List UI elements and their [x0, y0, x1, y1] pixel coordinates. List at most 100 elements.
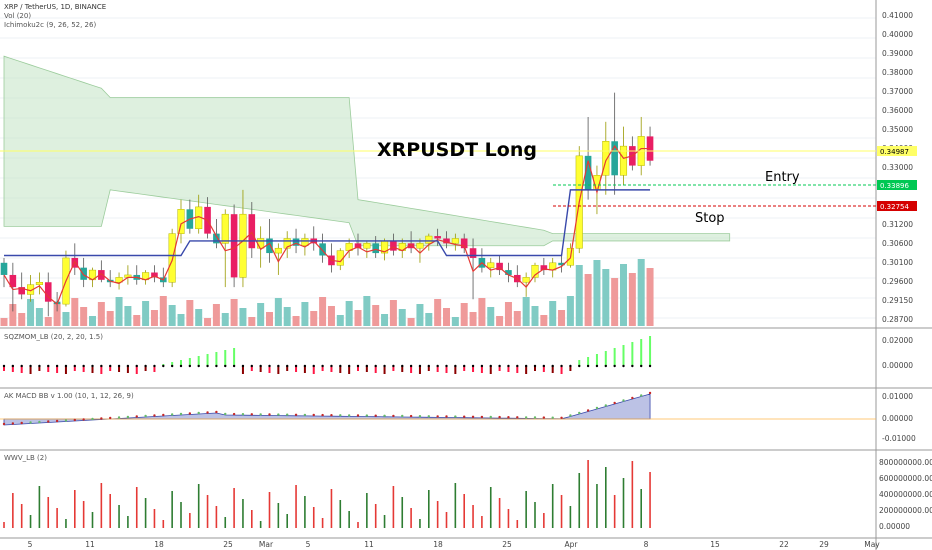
sqz-dot	[560, 364, 563, 368]
candle	[248, 214, 256, 249]
wwv-bar	[357, 522, 359, 528]
time-tick-label: 18	[154, 540, 164, 549]
sqz-bar	[383, 366, 386, 374]
sqz-dot	[215, 364, 218, 368]
macd-dot	[330, 414, 333, 417]
sqz-bar	[215, 352, 218, 366]
volume-bar	[204, 318, 212, 326]
macd-dot	[409, 414, 413, 418]
wwv-bar	[569, 506, 572, 528]
macd-dot	[64, 419, 68, 422]
sqz-bar	[534, 366, 536, 371]
sqz-bar	[286, 366, 289, 371]
sqz-dot	[73, 364, 77, 368]
sqz-bar	[401, 366, 404, 372]
candle	[363, 243, 371, 249]
sqz-bar	[374, 366, 377, 373]
sqz-bar	[277, 366, 280, 374]
time-axis[interactable]: 5 11 18 25 Mar 5 11 18 25 Apr 8 15 22 29 May	[28, 540, 881, 549]
sqz-dot	[277, 364, 280, 368]
macd-dot	[286, 413, 289, 416]
candle	[611, 141, 618, 176]
wwv-bar	[472, 505, 474, 528]
sqz-dot	[436, 364, 439, 368]
wwv-bar	[534, 502, 536, 528]
sqz-dot	[409, 364, 413, 368]
sqz-bar	[445, 366, 448, 373]
wwv-bar	[162, 520, 165, 528]
volume-bar	[354, 310, 362, 326]
macd-dot	[569, 414, 572, 417]
candle	[213, 233, 220, 244]
macd-dot	[454, 415, 457, 418]
sqz-bar	[542, 366, 545, 372]
time-tick-label: 5	[28, 540, 33, 549]
macd-dot	[11, 422, 15, 425]
sqz-dot	[303, 364, 307, 368]
volume-bar	[301, 302, 309, 326]
macd-dot	[418, 415, 422, 418]
volume-bar	[363, 296, 371, 326]
volume-bar	[504, 302, 512, 326]
entry-annotation: Entry	[765, 170, 800, 185]
volume-bar	[35, 308, 43, 326]
volume-bar	[336, 315, 344, 326]
volume-bar	[115, 297, 123, 326]
candle	[487, 262, 495, 268]
candle	[221, 213, 229, 244]
tenkan-line	[3, 145, 651, 306]
volume-bar	[637, 259, 645, 326]
wwv-bar	[153, 509, 156, 528]
volume-bar	[549, 301, 557, 326]
volume-bar	[620, 264, 627, 326]
sqz-dot	[622, 364, 625, 368]
price-axis[interactable]: 0.41000 0.40000 0.39000 0.38000 0.37000 0.360…	[882, 11, 913, 324]
wwv-bar	[516, 520, 519, 528]
wwv-bar	[100, 483, 103, 528]
wwv-bar	[135, 487, 138, 528]
candle	[416, 243, 424, 249]
sqz-dot	[268, 364, 271, 368]
time-tick-label: 11	[85, 540, 95, 549]
macd-dot	[144, 414, 147, 418]
sqz-dot	[383, 364, 386, 368]
sqz-bar	[206, 354, 209, 366]
macd-dot	[294, 413, 298, 416]
sqz-bar	[463, 366, 466, 371]
wwv-tick-label: 400000000.00000	[879, 490, 932, 499]
sqz-dot	[312, 364, 315, 368]
entry-price-tag: 0.33896	[877, 180, 917, 190]
price-tick-label: 0.31200	[882, 220, 913, 229]
wwv-bar	[47, 497, 50, 528]
entry-price-text: 0.33896	[880, 182, 909, 190]
cloud-area	[3, 55, 731, 247]
macd-dot	[445, 415, 448, 418]
sqz-bar	[180, 360, 182, 366]
volume-bar	[487, 307, 495, 326]
volume-bar	[628, 273, 636, 326]
volume-bar	[319, 297, 327, 326]
wwv-bar	[189, 513, 191, 528]
volume-bar	[44, 317, 52, 326]
sqz-bar	[498, 366, 501, 371]
sqz-dot	[286, 364, 289, 368]
sqz-bar	[259, 366, 262, 372]
sqz-bar	[622, 345, 625, 366]
candle	[434, 236, 441, 239]
volume-bar	[89, 316, 96, 326]
macd-dot	[126, 415, 130, 419]
sqz-dot	[153, 364, 156, 368]
sqz-dot	[648, 364, 652, 368]
wwv-bar	[640, 489, 642, 528]
volume-bar	[575, 265, 583, 326]
big-title: XRPUSDT Long	[377, 139, 537, 161]
sqz-dot	[640, 364, 643, 368]
wwv-bar	[321, 518, 324, 528]
macd-dot	[640, 394, 643, 397]
candle	[177, 209, 185, 234]
wwv-bar	[91, 512, 94, 528]
volume-bar	[283, 307, 291, 326]
wwv-bar	[82, 501, 85, 528]
sqz-dot	[55, 364, 59, 368]
